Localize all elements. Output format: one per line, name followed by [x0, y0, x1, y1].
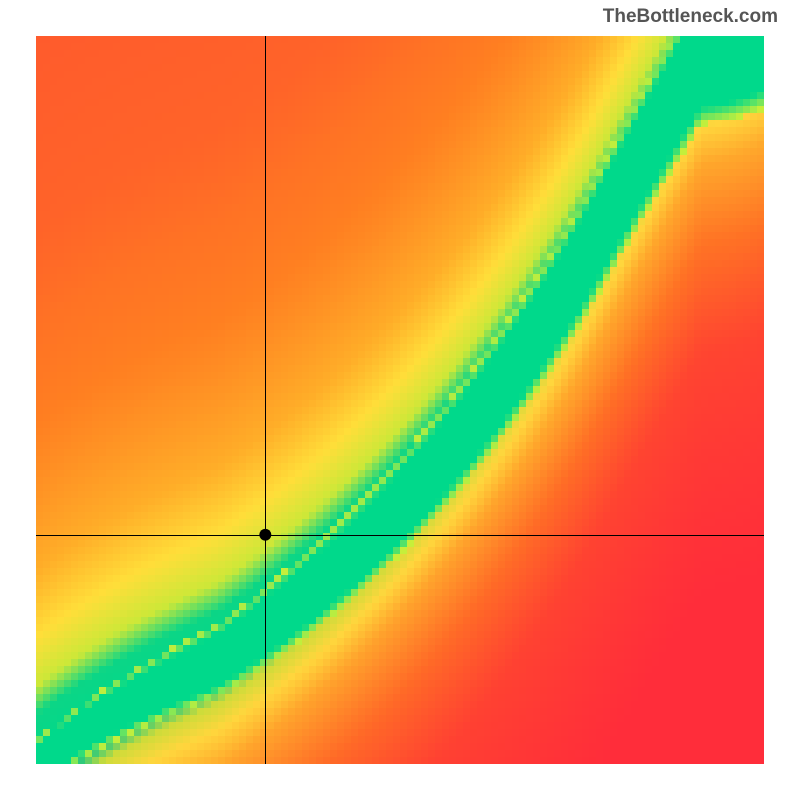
chart-container: TheBottleneck.com: [0, 0, 800, 800]
heatmap-canvas: [36, 36, 764, 764]
attribution-label: TheBottleneck.com: [603, 6, 778, 28]
heatmap-chart: [36, 36, 764, 764]
